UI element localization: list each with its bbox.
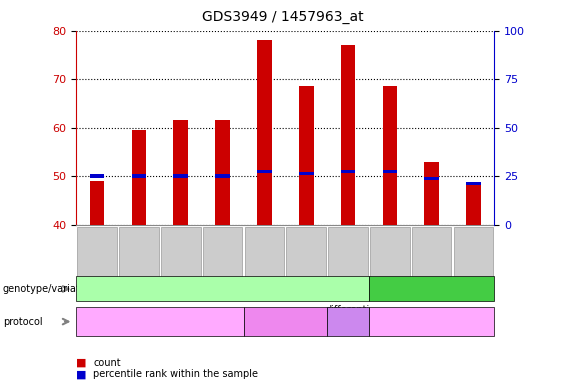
Text: control: control — [203, 284, 242, 294]
Text: GSM325458: GSM325458 — [469, 233, 478, 288]
Text: GSM325451: GSM325451 — [134, 233, 144, 288]
Bar — [132, 130, 146, 225]
Text: differenti
ated
control: differenti ated control — [326, 305, 370, 338]
Bar — [341, 45, 355, 225]
Bar — [299, 86, 314, 225]
Text: genotype/variation: genotype/variation — [3, 284, 95, 294]
Text: Cdx2-null: Cdx2-null — [405, 284, 458, 294]
Text: Cdx2
overexpression: Cdx2 overexpression — [248, 311, 323, 333]
Bar — [466, 184, 481, 225]
Bar — [466, 182, 481, 185]
Bar — [257, 170, 272, 173]
Text: ■: ■ — [76, 369, 87, 379]
Bar — [90, 174, 105, 178]
Bar — [299, 172, 314, 175]
Bar — [424, 177, 439, 180]
Text: count: count — [93, 358, 121, 368]
Bar — [383, 170, 397, 173]
Text: ■: ■ — [76, 358, 87, 368]
Bar — [90, 181, 105, 225]
Text: GSM325452: GSM325452 — [176, 233, 185, 288]
Bar — [424, 162, 439, 225]
Text: GSM325459: GSM325459 — [344, 233, 353, 288]
Text: GSM325456: GSM325456 — [385, 233, 394, 288]
Text: GSM325453: GSM325453 — [218, 233, 227, 288]
Text: GSM325455: GSM325455 — [302, 233, 311, 288]
Bar — [341, 170, 355, 173]
Text: Gata3 overexpression: Gata3 overexpression — [107, 316, 213, 327]
Text: percentile rank within the sample: percentile rank within the sample — [93, 369, 258, 379]
Text: GDS3949 / 1457963_at: GDS3949 / 1457963_at — [202, 10, 363, 23]
Bar — [173, 121, 188, 225]
Bar — [383, 86, 397, 225]
Text: protocol: protocol — [3, 316, 42, 327]
Bar — [173, 174, 188, 178]
Text: GSM325450: GSM325450 — [93, 233, 102, 288]
Bar — [257, 40, 272, 225]
Text: Gata3 overexpression: Gata3 overexpression — [379, 316, 485, 327]
Text: GSM325454: GSM325454 — [260, 233, 269, 288]
Bar — [215, 121, 230, 225]
Bar — [132, 174, 146, 178]
Bar — [215, 174, 230, 178]
Text: GSM325457: GSM325457 — [427, 233, 436, 288]
